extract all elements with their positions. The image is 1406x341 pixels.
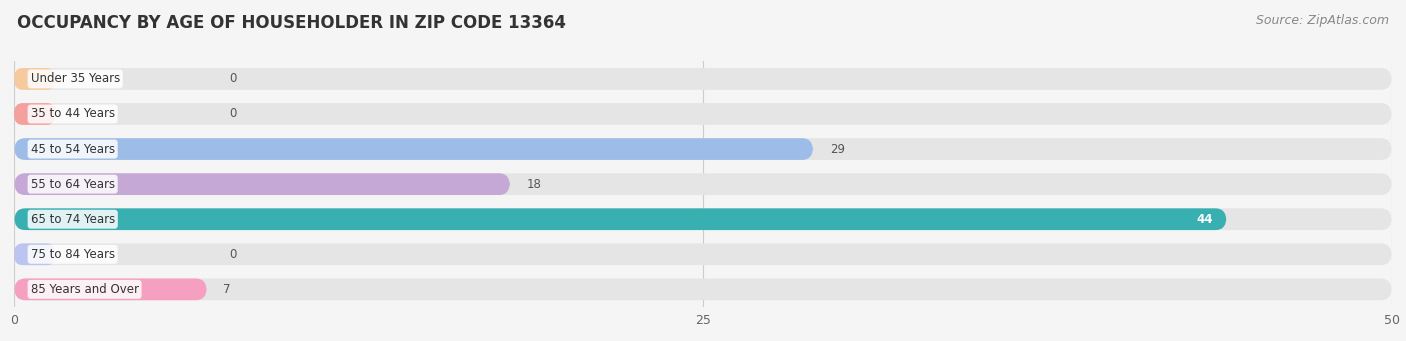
FancyBboxPatch shape <box>14 138 813 160</box>
FancyBboxPatch shape <box>14 68 1392 90</box>
Text: 7: 7 <box>224 283 231 296</box>
Text: 0: 0 <box>229 107 236 120</box>
FancyBboxPatch shape <box>14 68 55 90</box>
Text: OCCUPANCY BY AGE OF HOUSEHOLDER IN ZIP CODE 13364: OCCUPANCY BY AGE OF HOUSEHOLDER IN ZIP C… <box>17 14 565 32</box>
Text: 45 to 54 Years: 45 to 54 Years <box>31 143 115 155</box>
FancyBboxPatch shape <box>14 243 55 265</box>
FancyBboxPatch shape <box>14 208 1392 230</box>
Text: 35 to 44 Years: 35 to 44 Years <box>31 107 115 120</box>
FancyBboxPatch shape <box>14 279 207 300</box>
FancyBboxPatch shape <box>14 173 1392 195</box>
Text: Under 35 Years: Under 35 Years <box>31 72 120 85</box>
Text: 44: 44 <box>1197 213 1213 226</box>
Text: 29: 29 <box>830 143 845 155</box>
FancyBboxPatch shape <box>14 279 1392 300</box>
Text: 85 Years and Over: 85 Years and Over <box>31 283 139 296</box>
FancyBboxPatch shape <box>14 103 1392 125</box>
FancyBboxPatch shape <box>14 103 55 125</box>
Text: 55 to 64 Years: 55 to 64 Years <box>31 178 115 191</box>
FancyBboxPatch shape <box>14 208 1226 230</box>
FancyBboxPatch shape <box>14 243 1392 265</box>
Text: 75 to 84 Years: 75 to 84 Years <box>31 248 115 261</box>
Text: 0: 0 <box>229 248 236 261</box>
Text: 65 to 74 Years: 65 to 74 Years <box>31 213 115 226</box>
Text: 18: 18 <box>527 178 541 191</box>
FancyBboxPatch shape <box>14 138 1392 160</box>
Text: 0: 0 <box>229 72 236 85</box>
FancyBboxPatch shape <box>14 173 510 195</box>
Text: Source: ZipAtlas.com: Source: ZipAtlas.com <box>1256 14 1389 27</box>
